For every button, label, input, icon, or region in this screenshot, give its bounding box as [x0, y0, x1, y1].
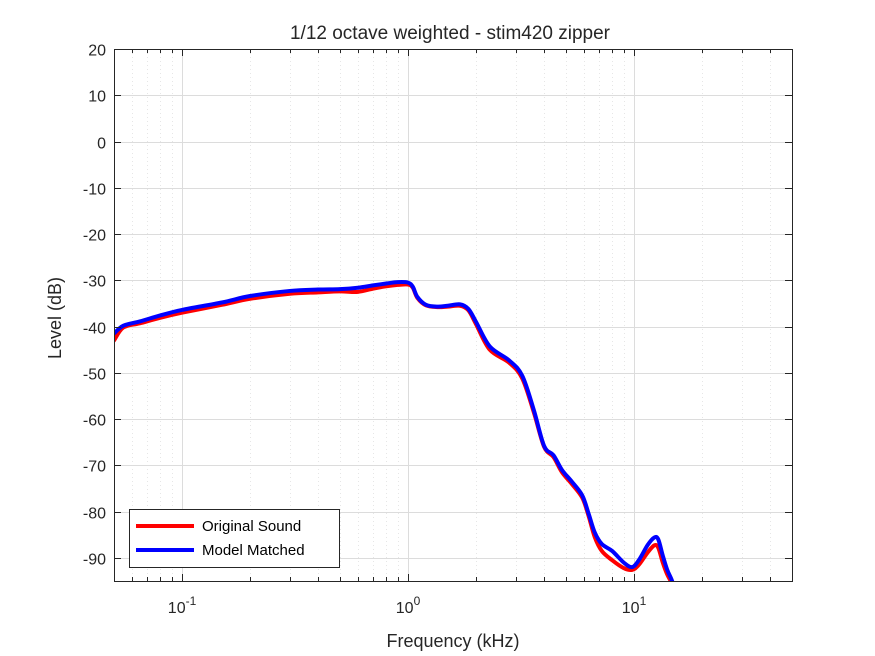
y-tick-label: 10 — [88, 89, 106, 106]
y-axis-label: Level (dB) — [45, 277, 65, 359]
y-tick-label: 0 — [97, 136, 106, 153]
plot-frame — [114, 49, 793, 582]
y-tick-label: 20 — [88, 43, 106, 60]
y-tick-label: -30 — [83, 274, 106, 291]
x-tick-label: 100 — [396, 594, 421, 617]
y-tick-label: -50 — [83, 367, 106, 384]
y-tick-label: -70 — [83, 459, 106, 476]
plot-background — [114, 49, 792, 581]
legend: Original Sound Model Matched — [129, 509, 340, 568]
x-axis-label: Frequency (kHz) — [386, 631, 519, 651]
legend-box — [129, 509, 340, 568]
y-tick-label: -40 — [83, 321, 106, 338]
series-line-model-matched — [114, 280, 675, 581]
x-tick-label: 101 — [622, 594, 647, 617]
chart-title: 1/12 octave weighted - stim420 zipper — [290, 23, 611, 44]
legend-label: Model Matched — [202, 542, 305, 559]
y-tick-label: -60 — [83, 413, 106, 430]
series-layer — [114, 280, 675, 581]
y-tick-label: -80 — [83, 506, 106, 523]
labels: 1/12 octave weighted - stim420 zipper Fr… — [45, 23, 611, 651]
y-tick-label: -20 — [83, 228, 106, 245]
legend-label: Original Sound — [202, 518, 301, 535]
y-tick-label: -10 — [83, 182, 106, 199]
y-tick-label: -90 — [83, 552, 106, 569]
x-tick-label: 10-1 — [168, 594, 197, 617]
